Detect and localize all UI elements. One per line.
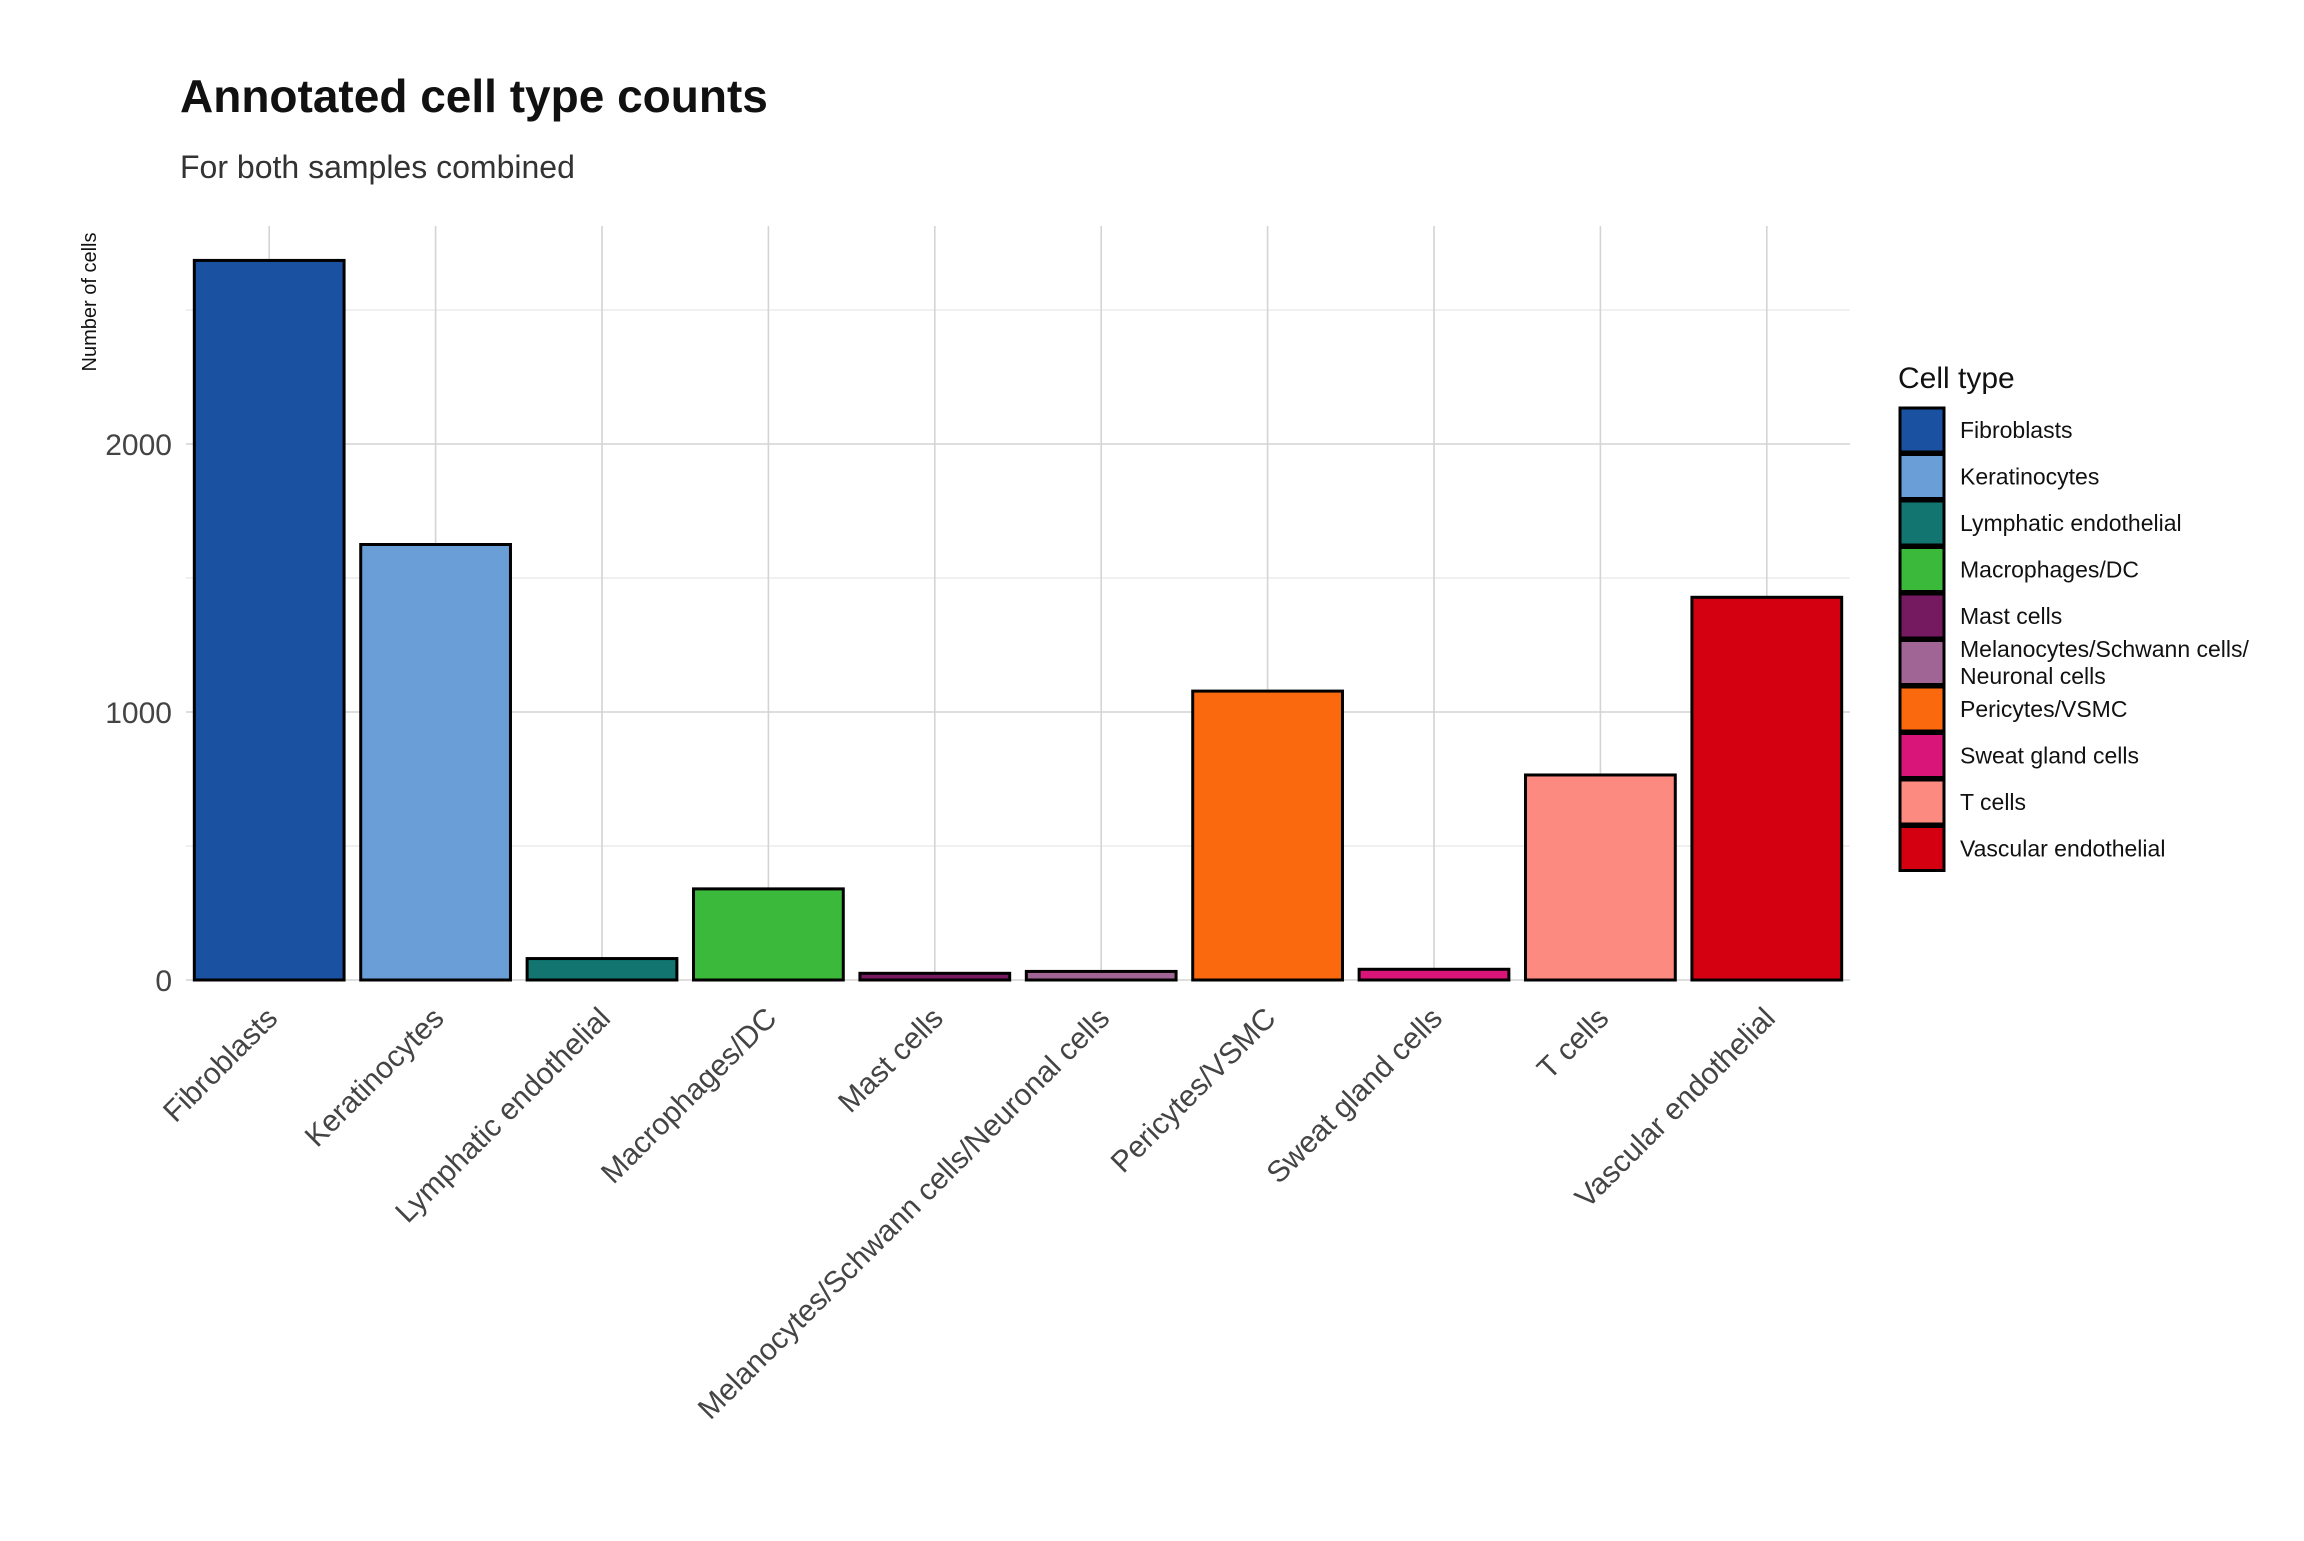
legend-label: Fibroblasts bbox=[1960, 417, 2072, 443]
x-tick-label: T cells bbox=[1531, 1002, 1615, 1086]
bar-sweat-gland-cells[interactable] bbox=[1357, 967, 1511, 982]
bar-melanocytes-schwann-cells-neuronal-cells[interactable] bbox=[1024, 969, 1178, 982]
legend-label: Sweat gland cells bbox=[1960, 743, 2139, 769]
legend-key-lymphatic-endothelial bbox=[1898, 499, 1946, 547]
bar-mast-cells[interactable] bbox=[858, 971, 1012, 982]
bar-vascular-endothelial[interactable] bbox=[1690, 595, 1844, 982]
y-axis-label: Number of cells bbox=[79, 233, 101, 372]
x-tick-label: Mast cells bbox=[832, 1002, 950, 1120]
x-tick-label: Keratinocytes bbox=[299, 1002, 451, 1154]
legend: Cell type Fibroblasts Keratinocytes Lymphat… bbox=[1898, 362, 2250, 872]
legend-label: T cells bbox=[1960, 789, 2026, 815]
legend-label: Vascular endothelial bbox=[1960, 836, 2165, 862]
y-tick-labels: 0 1000 2000 bbox=[105, 429, 172, 998]
legend-key-macrophages-dc bbox=[1898, 546, 1946, 593]
legend-label: Melanocytes/Schwann cells/Neuronal cells bbox=[1960, 636, 2250, 689]
legend-key-vascular-endothelial bbox=[1898, 825, 1946, 872]
bar-t-cells[interactable] bbox=[1524, 773, 1677, 982]
bars bbox=[192, 258, 1844, 982]
bar-fibroblasts[interactable] bbox=[192, 258, 346, 982]
chart-subtitle: For both samples combined bbox=[180, 149, 575, 185]
legend-label: Lymphatic endothelial bbox=[1960, 510, 2182, 536]
legend-title: Cell type bbox=[1898, 362, 2015, 395]
bar-macrophages-dc[interactable] bbox=[692, 887, 845, 982]
legend-key-pericytes-vsmc bbox=[1898, 685, 1946, 733]
legend-key-melanocytes-schwann-cells-neuronal-cells bbox=[1898, 639, 1946, 686]
legend-key-t-cells bbox=[1898, 778, 1946, 826]
x-tick-label: Pericytes/VSMC bbox=[1105, 1002, 1283, 1180]
y-tick-label: 0 bbox=[155, 965, 172, 998]
legend-label: Macrophages/DC bbox=[1960, 557, 2139, 583]
legend-label: Keratinocytes bbox=[1960, 464, 2099, 490]
bar-pericytes-vsmc[interactable] bbox=[1191, 689, 1344, 982]
y-tick-label: 1000 bbox=[105, 697, 172, 730]
chart-title: Annotated cell type counts bbox=[180, 70, 768, 122]
y-tick-label: 2000 bbox=[105, 429, 172, 462]
legend-label: Pericytes/VSMC bbox=[1960, 696, 2127, 722]
legend-key-fibroblasts bbox=[1898, 406, 1946, 454]
legend-key-mast-cells bbox=[1898, 592, 1946, 640]
legend-key-sweat-gland-cells bbox=[1898, 732, 1946, 779]
bar-keratinocytes[interactable] bbox=[359, 543, 512, 982]
x-tick-label: Fibroblasts bbox=[157, 1002, 284, 1129]
x-tick-label: Sweat gland cells bbox=[1261, 1002, 1449, 1190]
x-tick-label: Macrophages/DC bbox=[595, 1002, 783, 1190]
legend-key-keratinocytes bbox=[1898, 453, 1946, 500]
bar-lymphatic-endothelial[interactable] bbox=[525, 957, 679, 982]
legend-label: Mast cells bbox=[1960, 603, 2062, 629]
